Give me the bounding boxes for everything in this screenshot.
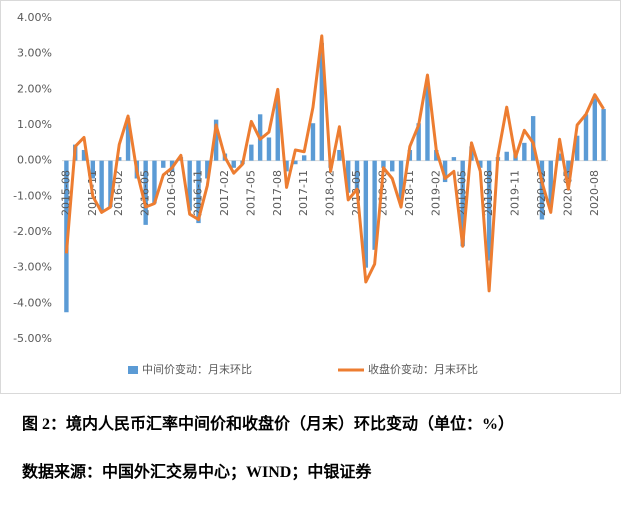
- x-tick-label: 2019-11: [509, 170, 522, 216]
- bar: [108, 160, 113, 208]
- bar: [266, 137, 272, 161]
- bar: [319, 42, 324, 161]
- bar: [583, 114, 589, 161]
- bar: [601, 108, 606, 161]
- chart: 4.00% 3.00% 2.00% 1.00% 0.00% -1.00% -2.00% -3.…: [0, 0, 621, 394]
- bar: [90, 160, 96, 179]
- bar: [213, 119, 219, 161]
- bar: [451, 157, 457, 161]
- x-tick-label: 2017-05: [244, 170, 257, 216]
- x-tick-label: 2016-05: [139, 170, 152, 216]
- line: [64, 34, 605, 293]
- y-tick-label: -2.00%: [13, 225, 52, 238]
- x-tick-label: 2017-11: [297, 170, 310, 216]
- bar: [504, 151, 509, 161]
- bar: [442, 160, 448, 183]
- bar: [372, 160, 377, 250]
- bar: [539, 160, 545, 220]
- chart-frame: [0, 0, 621, 394]
- bar: [460, 160, 465, 247]
- bar: [152, 160, 157, 204]
- bar: [363, 160, 369, 268]
- y-tick-label: -5.00%: [13, 332, 52, 345]
- bar: [557, 153, 562, 161]
- y-tick-label: 0.00%: [17, 154, 52, 167]
- x-tick-label: 2018-02: [324, 170, 337, 216]
- bar: [390, 160, 395, 172]
- y-tick-label: 4.00%: [17, 11, 52, 24]
- bar: [416, 123, 421, 161]
- bar: [249, 144, 254, 161]
- bar: [346, 160, 351, 193]
- x-tick-label: 2019-02: [429, 170, 442, 216]
- bar: [143, 160, 148, 225]
- y-tick-label: -1.00%: [13, 189, 52, 202]
- source: 数据来源：中国外汇交易中心；WIND；中银证券: [22, 464, 372, 481]
- caption: 图 2：境内人民币汇率中间价和收盘价（月末）环比变动（单位：%）: [22, 416, 515, 433]
- bar: [592, 98, 597, 161]
- bar: [284, 160, 289, 172]
- legend-label: 收盘价变动：月末环比: [368, 362, 478, 376]
- bar: [125, 117, 131, 161]
- bar: [161, 160, 166, 168]
- y-tick-label: 3.00%: [17, 47, 52, 60]
- bar: [310, 123, 316, 161]
- bar: [354, 160, 360, 193]
- y-tick-label: 2.00%: [17, 82, 52, 95]
- bar: [566, 160, 571, 179]
- bar: [530, 116, 536, 161]
- bar: [275, 96, 280, 161]
- y-tick-label: -4.00%: [13, 296, 52, 309]
- x-tick-label: 2016-08: [165, 170, 178, 216]
- x-tick-label: 2020-05: [561, 170, 574, 216]
- bar: [81, 149, 87, 161]
- bar: [301, 155, 307, 161]
- bar: [434, 149, 439, 161]
- bar: [99, 160, 104, 211]
- x-tick-label: 2020-02: [535, 170, 548, 216]
- x-tick-label: 2019-08: [482, 170, 495, 216]
- x-tick-label: 2020-08: [588, 170, 601, 216]
- bar: [574, 135, 580, 161]
- y-tick-label: 1.00%: [17, 118, 52, 131]
- bar: [205, 160, 210, 179]
- x-tick-label: 2017-08: [271, 170, 284, 216]
- bar: [231, 160, 236, 168]
- bar: [381, 160, 386, 168]
- bar: [398, 160, 404, 200]
- bar: [117, 157, 122, 161]
- bar: [187, 160, 192, 211]
- bar: [548, 160, 553, 208]
- bar: [486, 160, 492, 261]
- bar: [196, 160, 201, 224]
- bar: [522, 142, 527, 161]
- legend-swatch: [128, 366, 138, 374]
- x-tick-label: 2017-02: [218, 170, 231, 216]
- bar: [337, 149, 342, 161]
- bar: [425, 85, 430, 161]
- y-tick-label: -3.00%: [13, 261, 52, 274]
- legend-label: 中间价变动：月末环比: [142, 362, 252, 376]
- bar: [293, 160, 298, 165]
- bar: [478, 160, 483, 168]
